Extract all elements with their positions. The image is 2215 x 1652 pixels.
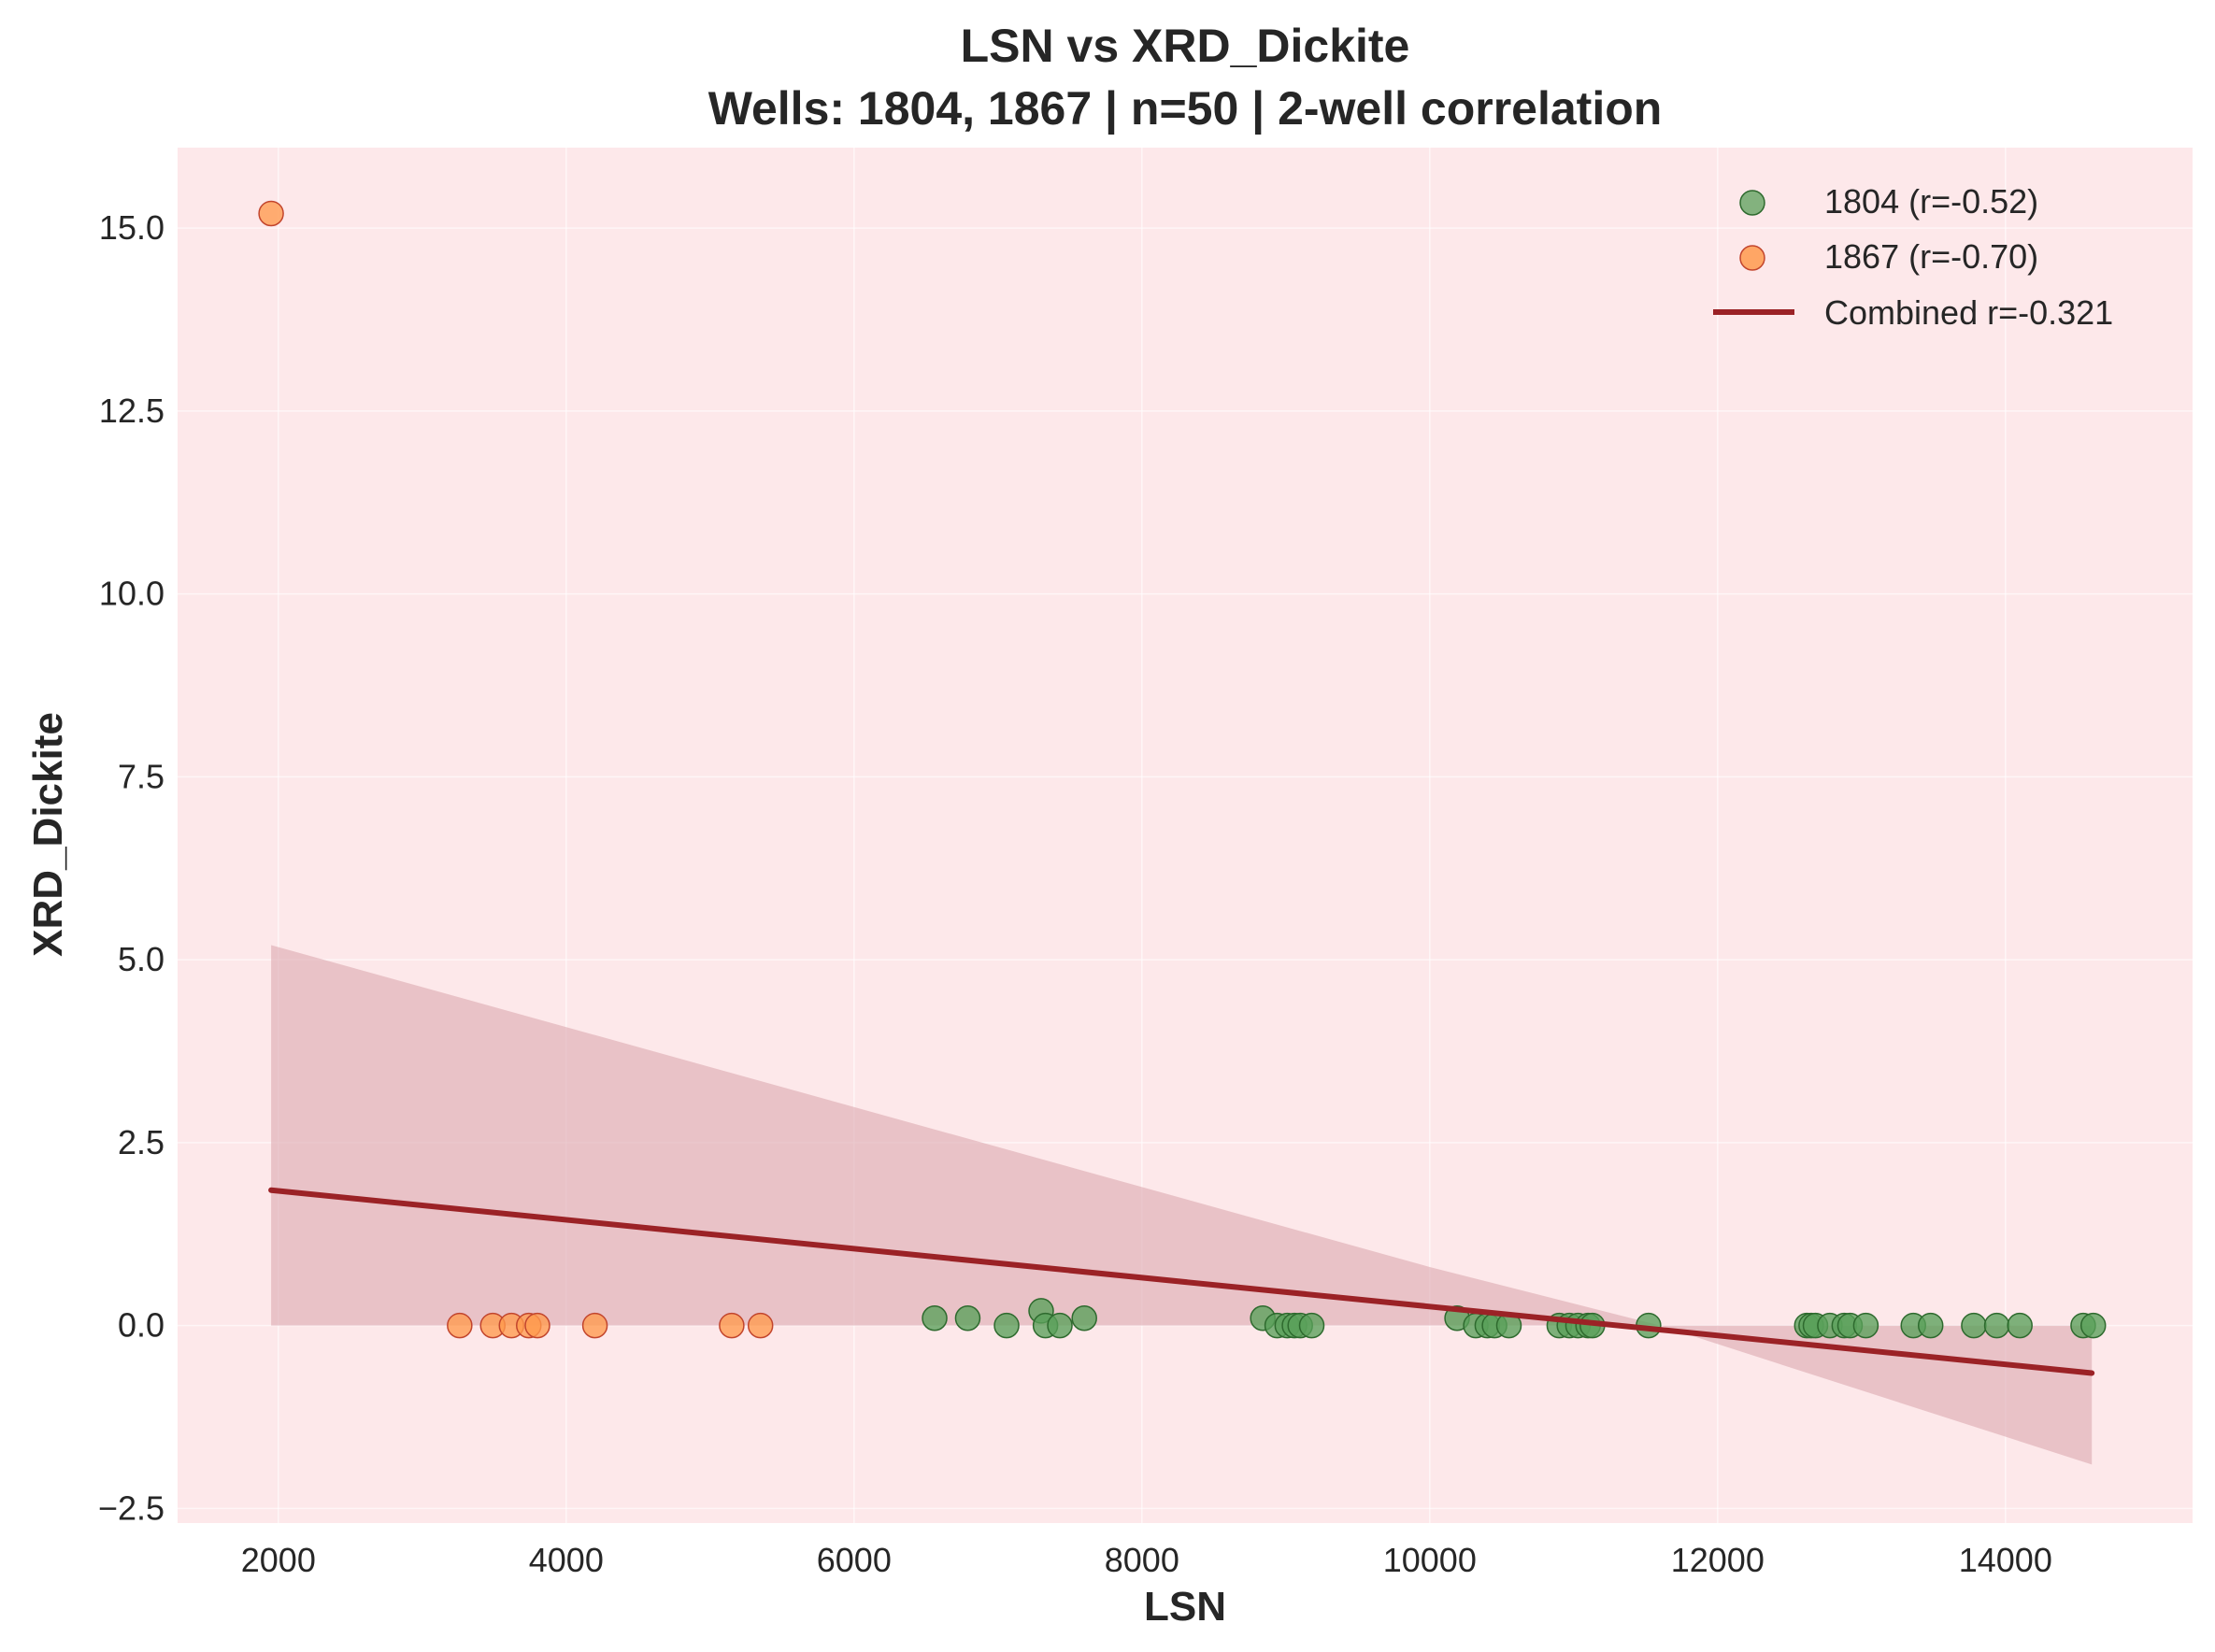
point-1804 — [922, 1305, 948, 1332]
point-1804 — [1071, 1305, 1097, 1332]
x-tick-label: 2000 — [241, 1541, 316, 1579]
point-1804 — [2079, 1312, 2107, 1339]
legend-marker-1804 — [1739, 190, 1765, 216]
y-tick-label: 7.5 — [118, 757, 164, 795]
point-1804 — [1917, 1312, 1944, 1339]
chart-subtitle: Wells: 1804, 1867 | n=50 | 2-well correl… — [708, 82, 1663, 135]
point-1804 — [1298, 1312, 1325, 1339]
confidence-band — [271, 945, 2093, 1465]
x-tick-label: 12000 — [1671, 1541, 1765, 1579]
legend-marker-1867 — [1739, 245, 1765, 271]
point-1867 — [719, 1312, 745, 1339]
legend: 1804 (r=-0.52) 1867 (r=-0.70) Combined r… — [1713, 182, 2113, 332]
regression-layer — [268, 1187, 2095, 1376]
point-1867 — [258, 200, 284, 227]
x-tick-label: 6000 — [817, 1541, 892, 1579]
point-1867 — [581, 1312, 608, 1339]
x-tick-label: 14000 — [1959, 1541, 2052, 1579]
point-1867 — [524, 1312, 550, 1339]
y-tick-label: 12.5 — [99, 392, 164, 430]
y-tick-label: 5.0 — [118, 940, 164, 978]
y-axis-label: XRD_Dickite — [25, 712, 71, 957]
point-1804 — [993, 1312, 1020, 1339]
point-1867 — [447, 1312, 473, 1339]
y-tick-label: −2.5 — [98, 1488, 164, 1527]
y-tick-label: 15.0 — [99, 208, 164, 247]
regression-line — [268, 1187, 2095, 1376]
point-1804 — [1961, 1312, 1987, 1339]
y-tick-label: 2.5 — [118, 1123, 164, 1161]
point-1867 — [747, 1312, 774, 1339]
chart-title: LSN vs XRD_Dickite — [961, 20, 1410, 72]
legend-label-1804: 1804 (r=-0.52) — [1824, 182, 2038, 221]
point-1804 — [1047, 1312, 1073, 1339]
point-1804 — [1852, 1312, 1879, 1339]
points-layer — [258, 200, 2107, 1339]
x-tick-label: 10000 — [1383, 1541, 1477, 1579]
x-axis-label: LSN — [1144, 1584, 1226, 1630]
legend-label-combined: Combined r=-0.321 — [1824, 293, 2113, 332]
confidence-band-layer — [271, 945, 2093, 1465]
x-tick-label: 8000 — [1105, 1541, 1179, 1579]
legend-label-1867: 1867 (r=-0.70) — [1824, 237, 2038, 276]
point-1804 — [1983, 1312, 2010, 1339]
point-1804 — [954, 1305, 981, 1332]
y-tick-label: 0.0 — [118, 1306, 164, 1345]
y-tick-label: 10.0 — [99, 575, 164, 613]
point-1804 — [2007, 1312, 2033, 1339]
x-tick-label: 4000 — [529, 1541, 604, 1579]
tick-labels: 2000 4000 6000 8000 10000 12000 14000 −2.5 0.0 2.… — [98, 208, 2052, 1579]
